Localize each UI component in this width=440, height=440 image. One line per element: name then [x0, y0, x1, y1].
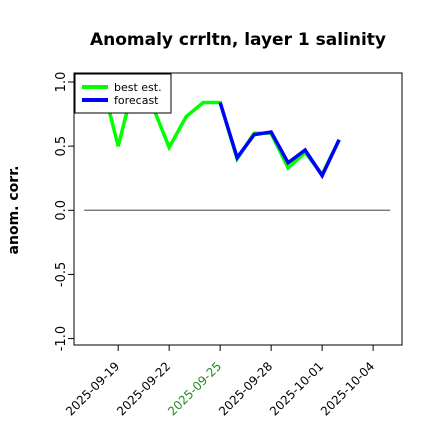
y-axis: 1.0 0.5 0.0 -0.5 -1.0 — [54, 72, 74, 351]
series-line-forecast — [218, 101, 341, 180]
x-tick-label: 2025-10-04 — [318, 359, 377, 418]
legend: best est. forecast — [74, 73, 172, 114]
chart-title: Anomaly crrltn, layer 1 salinity — [90, 30, 386, 50]
x-tick-label: 2025-09-28 — [216, 359, 275, 418]
x-tick-label: 2025-09-22 — [114, 359, 173, 418]
y-tick-label: 0.0 — [54, 200, 69, 221]
y-tick-label: -0.5 — [54, 262, 69, 287]
x-tick-label: 2025-09-19 — [63, 359, 122, 418]
legend-label-forecast: forecast — [114, 94, 159, 107]
y-axis-label: anom. corr. — [6, 166, 22, 255]
x-tick-label: 2025-09-25 — [165, 359, 224, 418]
legend-box — [74, 73, 172, 114]
legend-label-best-est: best est. — [114, 81, 162, 94]
x-tick-label: 2025-10-01 — [267, 359, 326, 418]
plot-frame — [73, 72, 403, 346]
x-axis: 2025-09-192025-09-222025-09-252025-09-28… — [63, 345, 377, 418]
y-tick-label: -1.0 — [54, 326, 69, 351]
y-tick-label: 1.0 — [54, 72, 69, 93]
y-tick-label: 0.5 — [54, 136, 69, 157]
